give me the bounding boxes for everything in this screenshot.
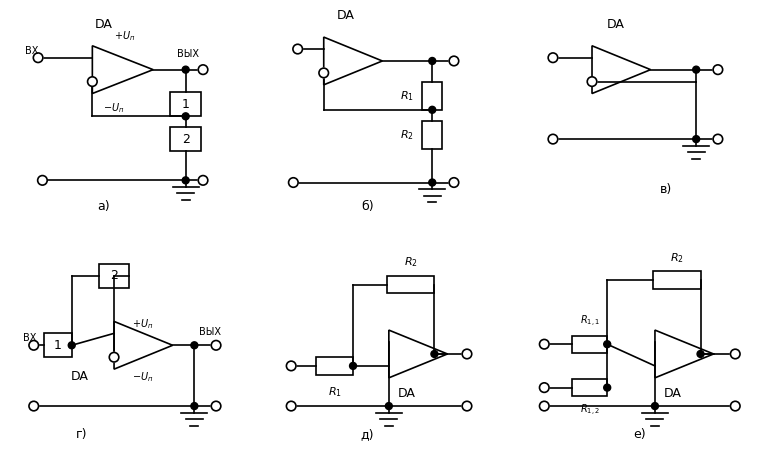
Text: 2: 2	[110, 269, 118, 282]
Circle shape	[198, 65, 208, 74]
Circle shape	[385, 403, 392, 410]
Bar	[44, 333, 72, 357]
Text: $R_{1,2}$: $R_{1,2}$	[580, 403, 600, 418]
Text: 1: 1	[181, 98, 190, 111]
Circle shape	[449, 56, 459, 66]
Circle shape	[604, 340, 611, 348]
Text: в): в)	[660, 183, 672, 196]
Bar	[171, 127, 201, 151]
Circle shape	[429, 179, 436, 186]
Circle shape	[731, 349, 740, 359]
Text: DA: DA	[664, 386, 681, 400]
Circle shape	[540, 340, 549, 349]
Circle shape	[38, 176, 47, 185]
Circle shape	[182, 113, 189, 120]
Text: ВЫХ: ВЫХ	[177, 49, 199, 59]
Circle shape	[449, 178, 459, 188]
Circle shape	[693, 66, 700, 73]
Circle shape	[293, 44, 302, 54]
Circle shape	[713, 65, 723, 74]
Bar	[171, 93, 201, 116]
Text: $R_2$: $R_2$	[401, 128, 414, 142]
Circle shape	[182, 177, 189, 184]
Circle shape	[540, 401, 549, 411]
Circle shape	[697, 350, 704, 357]
Circle shape	[288, 178, 298, 188]
Text: $-U_п$: $-U_п$	[103, 101, 125, 115]
Circle shape	[286, 401, 296, 411]
Circle shape	[29, 340, 38, 350]
Text: 2: 2	[181, 133, 190, 146]
Bar	[572, 379, 608, 396]
Text: ВЫХ: ВЫХ	[198, 326, 221, 336]
Text: $+U_п$: $+U_п$	[114, 29, 135, 43]
Circle shape	[651, 403, 658, 410]
Circle shape	[68, 342, 75, 349]
Circle shape	[211, 340, 221, 350]
Text: DA: DA	[71, 370, 88, 383]
Text: $R_2$: $R_2$	[404, 256, 418, 269]
Bar	[653, 271, 701, 289]
Bar	[572, 336, 608, 353]
Text: $R_1$: $R_1$	[328, 385, 341, 399]
Text: ВХ: ВХ	[23, 333, 36, 343]
Circle shape	[462, 401, 471, 411]
Bar	[422, 82, 442, 110]
Circle shape	[462, 349, 471, 359]
Circle shape	[191, 342, 198, 349]
Circle shape	[429, 58, 436, 64]
Circle shape	[350, 362, 357, 370]
Text: д): д)	[361, 428, 374, 441]
Circle shape	[191, 403, 198, 410]
Circle shape	[33, 53, 43, 63]
Text: DA: DA	[398, 386, 415, 400]
Circle shape	[548, 53, 558, 63]
Text: 1: 1	[54, 339, 62, 352]
Bar	[422, 121, 442, 149]
Circle shape	[198, 176, 208, 185]
Text: а): а)	[97, 200, 109, 213]
Circle shape	[29, 401, 38, 411]
Bar	[99, 264, 129, 288]
Circle shape	[211, 401, 221, 411]
Bar	[387, 276, 434, 293]
Circle shape	[693, 136, 700, 143]
Text: DA: DA	[337, 9, 355, 22]
Text: $R_2$: $R_2$	[670, 251, 684, 265]
Text: $-U_п$: $-U_п$	[131, 370, 153, 384]
Text: $R_{1,1}$: $R_{1,1}$	[580, 314, 600, 329]
Text: ВХ: ВХ	[25, 45, 38, 55]
Text: DA: DA	[608, 18, 625, 30]
Text: $+U_п$: $+U_п$	[131, 317, 153, 331]
Text: е): е)	[634, 428, 646, 441]
Bar	[316, 357, 353, 375]
Text: г): г)	[75, 428, 87, 441]
Circle shape	[429, 106, 436, 114]
Text: б): б)	[361, 200, 374, 213]
Text: DA: DA	[95, 18, 112, 30]
Circle shape	[319, 68, 328, 78]
Circle shape	[182, 66, 189, 73]
Circle shape	[431, 350, 438, 357]
Circle shape	[540, 383, 549, 392]
Circle shape	[88, 77, 97, 86]
Text: $R_1$: $R_1$	[401, 89, 414, 103]
Circle shape	[604, 384, 611, 391]
Circle shape	[548, 134, 558, 144]
Circle shape	[109, 352, 119, 362]
Circle shape	[731, 401, 740, 411]
Circle shape	[713, 134, 723, 144]
Circle shape	[286, 361, 296, 370]
Circle shape	[588, 77, 597, 86]
